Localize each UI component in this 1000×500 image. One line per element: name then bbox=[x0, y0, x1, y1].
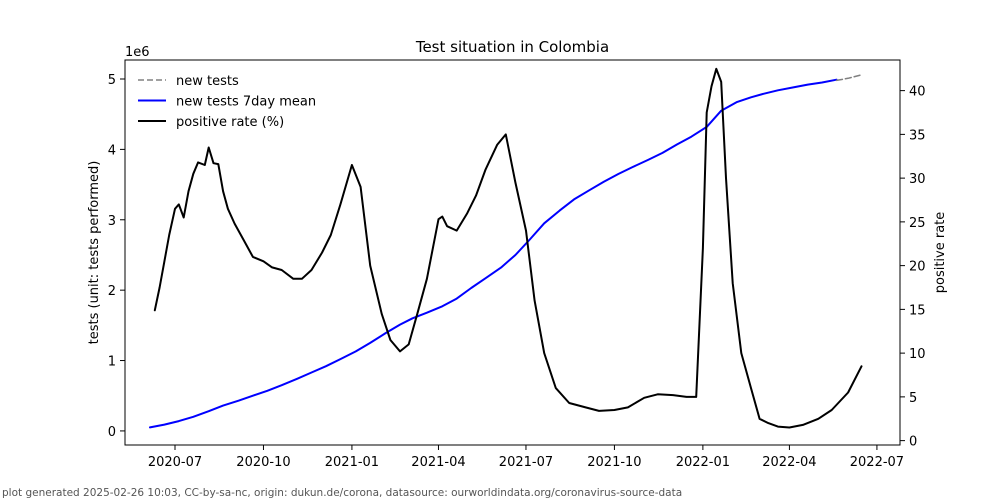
chart-title: Test situation in Colombia bbox=[415, 38, 609, 56]
y2-tick-label: 40 bbox=[909, 85, 926, 100]
y-tick-label: 5 bbox=[108, 73, 116, 88]
legend: new tests new tests 7day mean positive rat… bbox=[138, 74, 316, 130]
legend-label-2: positive rate (%) bbox=[176, 115, 284, 130]
legend-label-0: new tests bbox=[176, 74, 239, 89]
y-tick-label: 4 bbox=[108, 143, 116, 158]
x-tick-label: 2020-07 bbox=[148, 455, 202, 470]
y-axis-label: tests (unit: tests performed) bbox=[87, 161, 102, 345]
x-tick-label: 2020-10 bbox=[236, 455, 290, 470]
y-tick-label: 3 bbox=[108, 214, 116, 229]
y-tick-label: 1 bbox=[108, 355, 116, 370]
series-line-0 bbox=[835, 74, 863, 82]
x-tick-label: 2022-04 bbox=[762, 455, 816, 470]
y2-tick-label: 0 bbox=[909, 435, 917, 450]
y2-tick-label: 10 bbox=[909, 347, 926, 362]
plot-frame bbox=[124, 59, 901, 446]
footer-note: plot generated 2025-02-26 10:03, CC-by-s… bbox=[2, 487, 683, 499]
y-axis-offset-label: 1e6 bbox=[125, 45, 150, 60]
x-tick-label: 2021-01 bbox=[325, 455, 379, 470]
legend-label-1: new tests 7day mean bbox=[176, 95, 316, 110]
x-tick-label: 2021-10 bbox=[587, 455, 641, 470]
series-line-1 bbox=[149, 78, 838, 429]
y2-tick-label: 15 bbox=[909, 303, 926, 318]
y2-tick-label: 25 bbox=[909, 216, 926, 231]
y2-tick-label: 5 bbox=[909, 391, 917, 406]
y2-axis-label: positive rate bbox=[933, 212, 948, 294]
y2-tick-label: 35 bbox=[909, 128, 926, 143]
y-tick-label: 0 bbox=[108, 425, 116, 440]
series-line-2 bbox=[153, 67, 863, 429]
y2-tick-label: 30 bbox=[909, 172, 926, 187]
y-tick-label: 2 bbox=[108, 284, 116, 299]
x-tick-label: 2021-04 bbox=[411, 455, 465, 470]
y2-tick-label: 20 bbox=[909, 260, 926, 275]
x-tick-label: 2021-07 bbox=[499, 455, 553, 470]
x-tick-label: 2022-01 bbox=[676, 455, 730, 470]
x-tick-label: 2022-07 bbox=[850, 455, 904, 470]
